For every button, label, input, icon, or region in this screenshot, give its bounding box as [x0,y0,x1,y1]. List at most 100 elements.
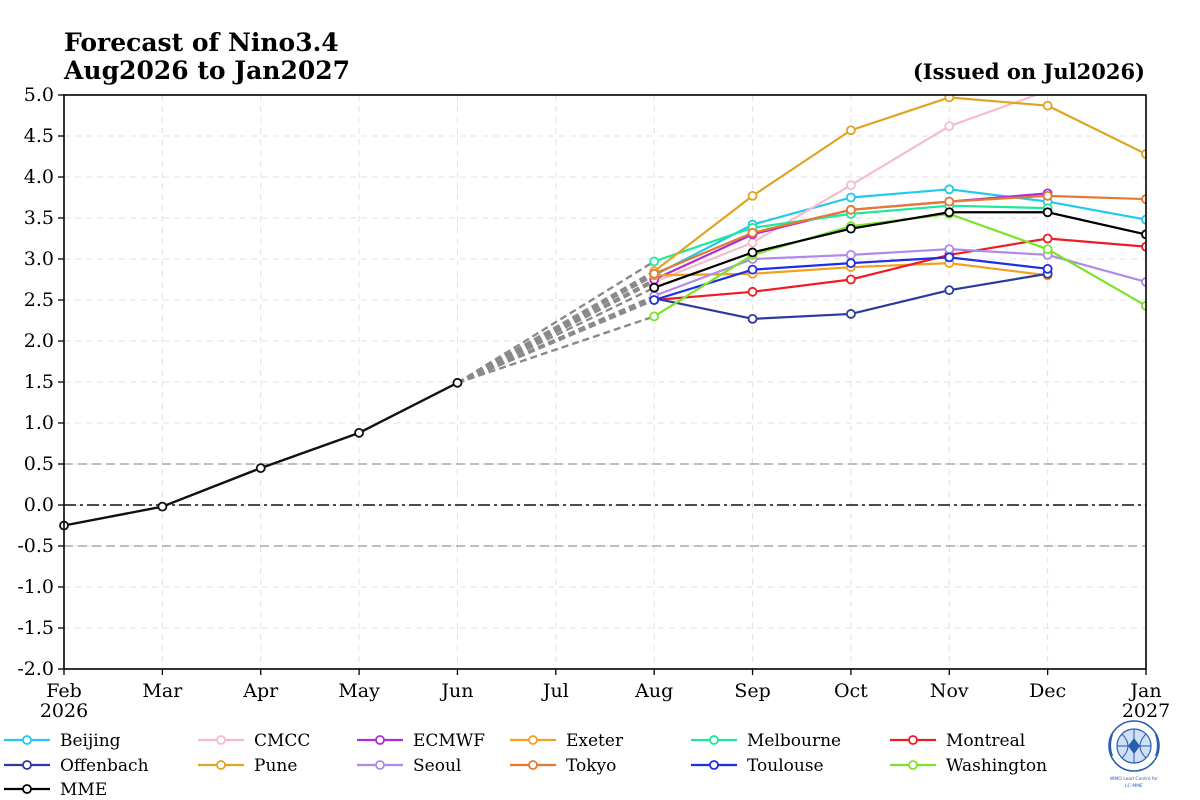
x-tick-label: Feb [46,680,82,702]
series-point-montreal [1141,241,1146,252]
x-tick-label: Jan [1128,680,1161,702]
legend-label-seoul: Seoul [413,756,461,776]
legend-label-montreal: Montreal [946,731,1025,751]
x-tick-label: Apr [242,680,279,702]
series-line-mme [653,211,1146,289]
x-tick-label: May [338,680,380,702]
series-mme [649,207,1146,293]
series-point-pune [846,125,856,136]
series-point-mme [1141,229,1146,240]
wmo-logo: WMO Lead Centre for LC-MME [1108,720,1160,789]
series-point-pune [944,95,955,103]
legend-item-washington: Washington [890,756,1047,776]
x-tick-label: Aug [634,680,673,702]
series-point-cmcc [846,180,856,191]
connector-melbourne [456,260,655,384]
x-tick-label: Dec [1029,680,1066,702]
series-point-tokyo [944,196,955,207]
y-tick-label: 1.0 [24,412,54,434]
legend-item-montreal: Montreal [890,731,1025,751]
legend-item-ecmwf: ECMWF [357,731,485,751]
y-tick-label: -2.0 [17,658,54,680]
observed-series [59,377,463,531]
y-tick-label: -1.5 [17,617,54,639]
y-tick-label: 2.5 [24,289,54,311]
legend-item-cmcc: CMCC [198,731,310,751]
y-tick-label: 3.5 [24,207,54,229]
series-point-offenbach [944,285,955,296]
series-point-offenbach [747,313,758,324]
y-tick-label: 5.0 [24,84,54,106]
series-line-montreal [654,237,1146,302]
legend-item-mme: MME [4,780,107,800]
legend-label-ecmwf: ECMWF [413,731,485,751]
legend-label-mme: MME [60,780,107,800]
series-point-pune [747,190,758,201]
logo-text-line-2: LC-MME [1125,783,1143,789]
series-point-montreal [747,286,758,297]
x-tick-label: Mar [142,680,183,702]
legend-item-tokyo: Tokyo [510,756,616,776]
legend-swatch-marker [709,760,719,770]
x-tick-label: Sep [734,680,770,702]
grid [63,94,1147,670]
series-point-beijing [1141,214,1146,225]
legend-item-seoul: Seoul [357,756,461,776]
legend-swatch-marker [528,760,538,770]
series-point-cmcc [1044,95,1051,96]
legend-swatch-marker [22,784,32,794]
forecast-series [649,95,1146,324]
series-point-beijing [944,184,955,195]
series-point-washington [1042,244,1053,255]
y-tick-label: 3.0 [24,248,54,270]
legend-label-washington: Washington [946,756,1047,776]
series-point-mme [747,247,758,258]
legend-swatch-marker [528,735,538,745]
legend-item-toulouse: Toulouse [691,756,824,776]
legend-swatch-marker [216,735,226,745]
legend-label-tokyo: Tokyo [566,756,616,776]
legend-label-exeter: Exeter [566,731,624,751]
series-point-seoul [1141,277,1146,287]
series-point-toulouse [944,252,955,263]
series-point-tokyo [1042,190,1053,201]
series-point-toulouse [747,264,758,275]
legend-swatch-marker [22,760,32,770]
legend-item-offenbach: Offenbach [4,756,149,776]
legend-label-beijing: Beijing [60,731,121,751]
x-tick-label: Oct [834,680,868,702]
issued-date: (Issued on Jul2026) [913,59,1145,84]
series-point-washington [1141,300,1146,311]
legend-label-offenbach: Offenbach [60,756,149,776]
series-point-montreal [846,274,856,285]
series-point-mme [944,207,955,218]
series-point-toulouse [1042,263,1053,274]
x-tick-year: 2026 [40,700,88,722]
legend-label-pune: Pune [254,756,297,776]
y-tick-label: 4.5 [24,125,54,147]
legend-label-cmcc: CMCC [254,731,310,751]
legend-label-toulouse: Toulouse [747,756,824,776]
series-point-beijing [846,192,856,203]
legend-swatch-marker [375,735,385,745]
observed-point [157,501,168,512]
series-point-toulouse [649,295,660,305]
series-point-melbourne [649,256,660,267]
y-tick-label: 2.0 [24,330,54,352]
x-tick-label: Nov [930,680,969,702]
legend-swatch-marker [908,760,918,770]
series-point-mme [846,223,856,234]
legend-item-pune: Pune [198,756,297,776]
connector-mme [456,286,655,384]
series-point-montreal [1042,233,1053,244]
y-tick-label: 1.5 [24,371,54,393]
series-point-offenbach [846,309,856,319]
reference-lines [64,463,1146,547]
legend-swatch-marker [908,735,918,745]
series-point-mme [1042,207,1053,218]
y-tick-label: 4.0 [24,166,54,188]
connector-washington [457,315,655,384]
series-point-pune [1141,149,1146,159]
legend-label-melbourne: Melbourne [747,731,841,751]
